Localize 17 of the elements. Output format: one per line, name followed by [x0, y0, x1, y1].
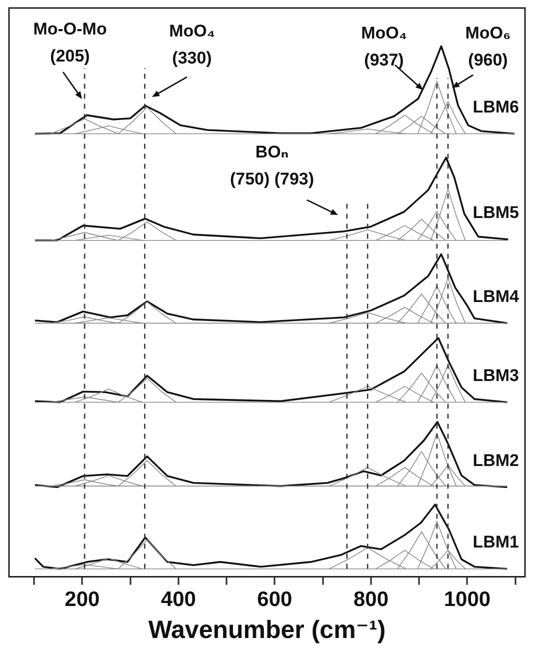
x-tick-label: 1000 — [444, 588, 491, 612]
annotation: BOₙ (750) (793) — [230, 142, 314, 189]
x-tick-label: 200 — [64, 588, 100, 612]
annotation: MoO₆ (960) — [465, 24, 511, 70]
annotation: MoO₄ (937) — [361, 24, 407, 70]
series-label: LBM1 — [472, 532, 519, 552]
series-label: LBM2 — [472, 450, 519, 470]
series-label: LBM4 — [472, 286, 520, 306]
series-label: LBM3 — [472, 366, 519, 385]
x-tick-label: 800 — [353, 588, 388, 612]
x-axis-title: Wavenumber (cm⁻¹) — [148, 616, 386, 644]
x-tick-label: 600 — [257, 588, 292, 612]
series-label: LBM5 — [472, 203, 519, 222]
x-tick-label: 400 — [160, 588, 196, 612]
legend-label: LBM6 — [472, 97, 519, 116]
annotation: Mo-O-Mo (205) — [33, 20, 107, 66]
annotation: MoO₄ (330) — [169, 22, 215, 68]
